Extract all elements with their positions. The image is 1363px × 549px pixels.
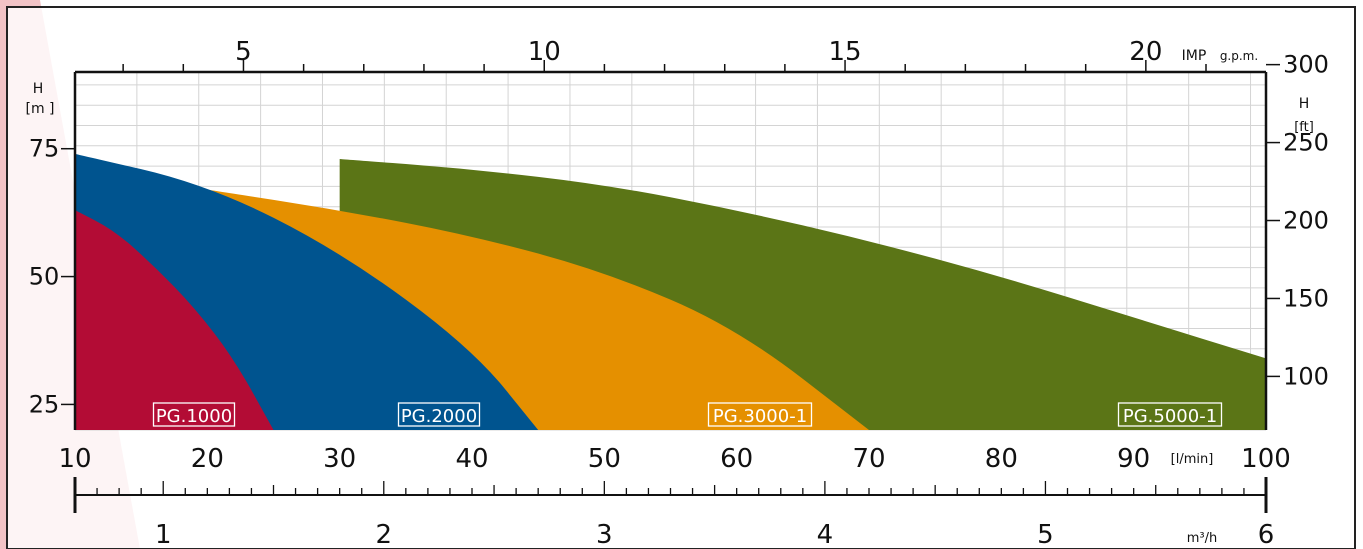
bottom-tick-label: 100 [1241, 444, 1291, 474]
m3h-tick-label: 3 [596, 520, 613, 549]
lpm-unit-label: [l/min] [1171, 452, 1214, 467]
series-label: PG.3000-1 [713, 406, 807, 427]
m3h-tick-label: 2 [376, 520, 393, 549]
left-tick-label: 75 [29, 135, 60, 163]
bottom-tick-label: 10 [58, 444, 91, 474]
series-label-box [152, 402, 236, 427]
bottom-tick-label: 60 [720, 444, 753, 474]
axes [61, 60, 1280, 513]
imp-unit-label: IMP [1182, 48, 1207, 64]
series-label: PG.1000 [156, 406, 232, 427]
gpm-unit-label: g.p.m. [1220, 49, 1258, 63]
m3h-tick-label: 6 [1258, 520, 1275, 549]
right-tick-label: 300 [1283, 51, 1329, 79]
m3h-unit-label: m³/h [1187, 531, 1218, 546]
left-tick-label: 25 [29, 390, 60, 418]
right-tick-label: 100 [1283, 362, 1329, 390]
bottom-tick-label: 70 [852, 444, 885, 474]
bottom-tick-label: 40 [455, 444, 488, 474]
bottom-tick-label: 20 [191, 444, 224, 474]
right-tick-label: 200 [1283, 207, 1329, 235]
series-label: PG.5000-1 [1123, 406, 1217, 427]
bottom-tick-label: 30 [323, 444, 356, 474]
right-axis-title: H [1299, 96, 1310, 112]
m3h-tick-label: 1 [155, 520, 172, 549]
series-area-pg-1000 [75, 210, 274, 430]
series-label-box [397, 402, 481, 427]
top-tick-label: 15 [829, 37, 862, 67]
right-axis-unit: [ft] [1294, 120, 1314, 135]
series-areas [75, 153, 1267, 431]
series-label: PG.2000 [401, 406, 477, 427]
series-label-box [1117, 402, 1223, 427]
left-axis-unit: [m ] [25, 101, 54, 117]
left-tick-label: 50 [29, 263, 60, 291]
right-tick-label: 150 [1283, 284, 1329, 312]
bottom-tick-label: 50 [588, 444, 621, 474]
series-label-box [707, 402, 813, 427]
bottom-tick-label: 80 [985, 444, 1018, 474]
left-axis-title: H [33, 81, 44, 97]
series-labels: PG.1000 PG.2000 PG.3000-1 PG.5000-1 [152, 402, 1223, 427]
top-tick-label: 10 [528, 37, 561, 67]
bottom-tick-label: 90 [1117, 444, 1150, 474]
top-tick-label: 20 [1129, 37, 1162, 67]
top-tick-label: 5 [235, 37, 252, 67]
m3h-tick-label: 4 [817, 520, 834, 549]
right-tick-label: 250 [1283, 129, 1329, 157]
m3h-tick-label: 5 [1037, 520, 1054, 549]
